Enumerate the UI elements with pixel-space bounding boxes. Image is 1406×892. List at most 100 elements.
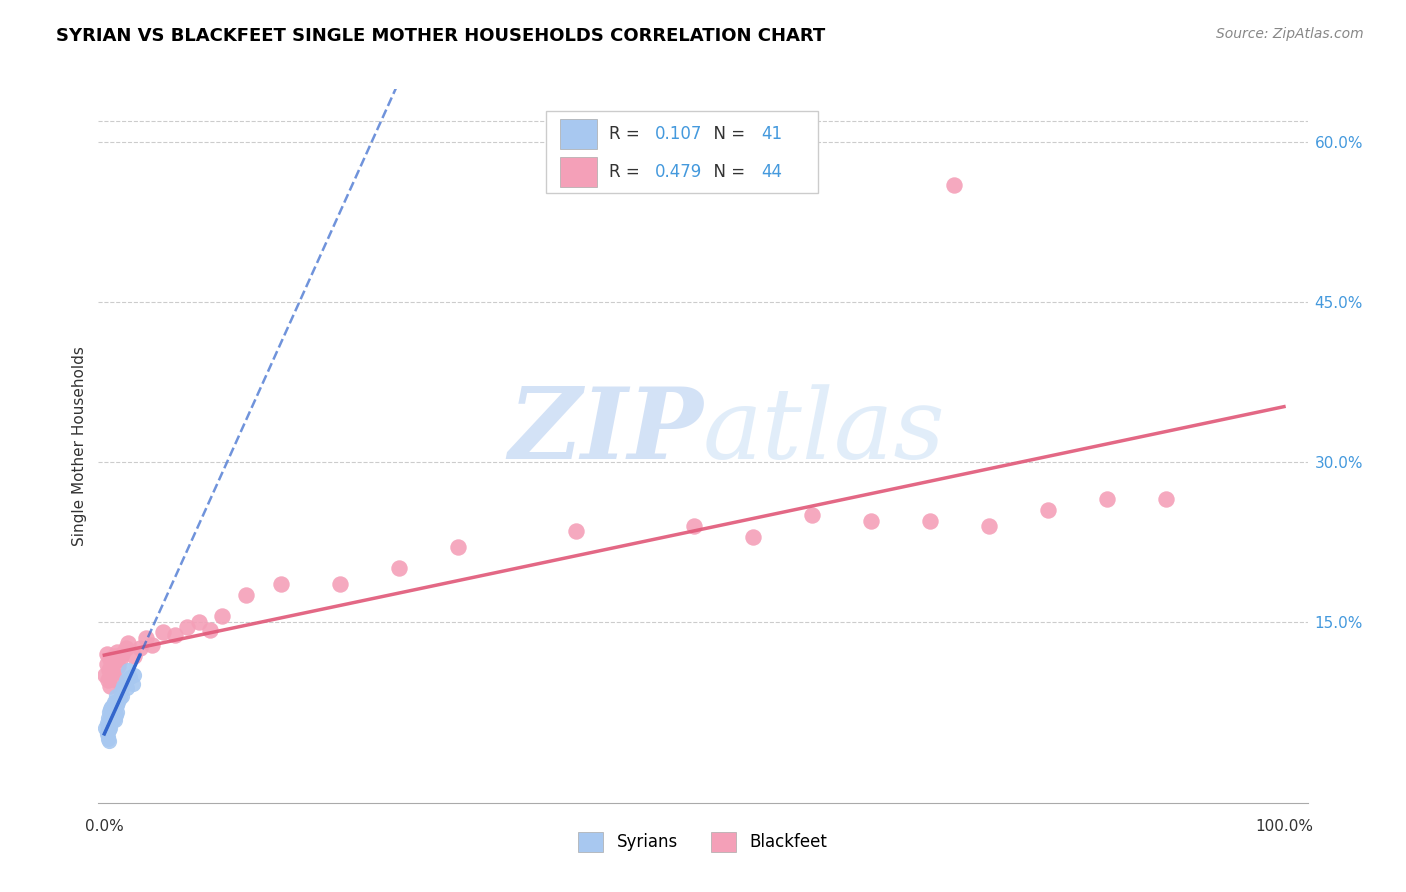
Point: [114, 641, 136, 656]
Legend: Syrians, Blackfeet: Syrians, Blackfeet: [572, 825, 834, 859]
Point: [105, 700, 128, 714]
Point: [135, 631, 157, 645]
Point: [329, 577, 352, 591]
Point: [105, 690, 128, 704]
Point: [104, 648, 127, 663]
Text: N =: N =: [703, 125, 751, 143]
Point: [200, 624, 222, 638]
Point: [117, 663, 139, 677]
Point: [98, 721, 121, 735]
Point: [96, 726, 118, 740]
Point: [98, 663, 121, 677]
Point: [105, 644, 128, 658]
Point: [105, 708, 128, 723]
Point: [96, 657, 118, 672]
FancyBboxPatch shape: [546, 111, 818, 193]
FancyBboxPatch shape: [561, 157, 596, 187]
Point: [98, 723, 121, 738]
Point: [176, 620, 198, 634]
Point: [98, 679, 121, 693]
Text: R =: R =: [609, 125, 645, 143]
Point: [942, 178, 965, 192]
Point: [94, 668, 117, 682]
Point: [141, 638, 163, 652]
Point: [110, 684, 132, 698]
Point: [98, 715, 121, 730]
Point: [120, 670, 142, 684]
Point: [801, 508, 824, 523]
Point: [165, 627, 187, 641]
Point: [742, 529, 765, 543]
Point: [98, 652, 121, 666]
Point: [152, 625, 174, 640]
Point: [97, 721, 120, 735]
Point: [101, 698, 124, 712]
Point: [1036, 503, 1059, 517]
Text: N =: N =: [703, 163, 751, 181]
Point: [111, 647, 134, 661]
Point: [104, 702, 127, 716]
Text: 0.479: 0.479: [655, 163, 702, 181]
Text: 44: 44: [761, 163, 782, 181]
Text: atlas: atlas: [703, 384, 946, 479]
Text: Source: ZipAtlas.com: Source: ZipAtlas.com: [1216, 27, 1364, 41]
Point: [101, 708, 124, 723]
Point: [97, 731, 120, 746]
Point: [977, 519, 1000, 533]
Point: [98, 713, 121, 727]
Point: [920, 514, 942, 528]
Point: [105, 673, 128, 688]
Text: SYRIAN VS BLACKFEET SINGLE MOTHER HOUSEHOLDS CORRELATION CHART: SYRIAN VS BLACKFEET SINGLE MOTHER HOUSEH…: [56, 27, 825, 45]
Point: [105, 698, 128, 712]
Point: [108, 652, 131, 666]
Point: [122, 668, 145, 682]
Text: ZIP: ZIP: [508, 384, 703, 480]
Text: R =: R =: [609, 163, 645, 181]
Point: [121, 676, 143, 690]
Point: [98, 734, 121, 748]
Point: [108, 691, 131, 706]
Point: [211, 609, 233, 624]
Point: [104, 713, 127, 727]
Y-axis label: Single Mother Households: Single Mother Households: [72, 346, 87, 546]
Point: [115, 681, 138, 695]
Point: [100, 710, 122, 724]
Point: [96, 647, 118, 661]
Point: [860, 514, 883, 528]
Point: [101, 713, 124, 727]
Point: [1095, 492, 1118, 507]
Point: [112, 679, 135, 693]
Point: [107, 695, 129, 709]
Point: [103, 695, 125, 709]
Point: [97, 673, 120, 688]
Point: [107, 659, 129, 673]
Point: [187, 615, 209, 629]
Point: [683, 519, 706, 533]
Point: [100, 659, 122, 673]
Point: [97, 730, 120, 744]
Point: [1154, 492, 1177, 507]
Point: [94, 721, 117, 735]
Point: [100, 700, 122, 714]
Point: [388, 561, 411, 575]
Point: [100, 715, 122, 730]
Point: [98, 706, 121, 720]
Point: [98, 702, 121, 716]
Text: 0.107: 0.107: [655, 125, 702, 143]
Point: [103, 710, 125, 724]
Point: [103, 655, 125, 669]
Point: [111, 690, 134, 704]
Point: [103, 706, 125, 720]
Point: [97, 710, 120, 724]
Point: [117, 636, 139, 650]
Text: 41: 41: [761, 125, 782, 143]
Point: [105, 706, 128, 720]
Point: [447, 540, 470, 554]
Point: [235, 588, 257, 602]
Point: [128, 641, 150, 656]
FancyBboxPatch shape: [561, 119, 596, 149]
Point: [96, 715, 118, 730]
Point: [565, 524, 588, 539]
Point: [122, 648, 145, 663]
Point: [114, 673, 136, 688]
